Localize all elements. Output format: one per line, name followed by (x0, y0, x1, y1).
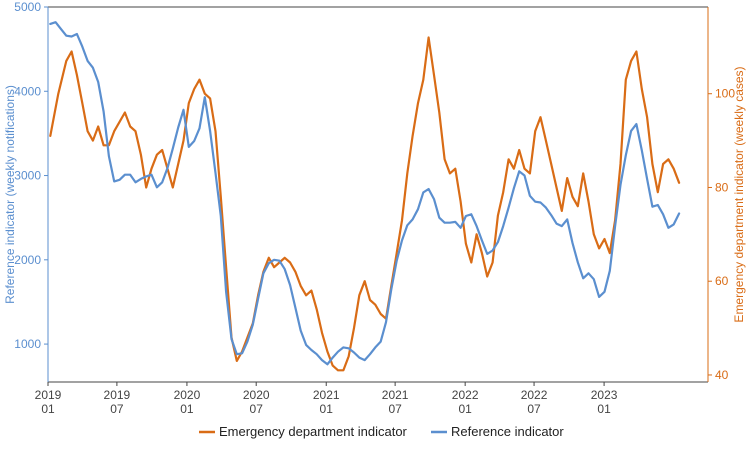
left-tick-label: 2000 (14, 253, 41, 267)
series-layer (49, 21, 681, 372)
right-tick-label: 100 (715, 87, 735, 101)
legend-label: Emergency department indicator (219, 424, 408, 439)
left-tick-label: 1000 (14, 337, 41, 351)
left-tick-label: 5000 (14, 0, 41, 14)
x-tick-year: 2022 (521, 388, 548, 402)
x-tick-month: 07 (250, 402, 264, 416)
left-axis-title: Reference indicator (weekly notification… (3, 85, 17, 304)
x-tick-year: 2023 (591, 388, 618, 402)
right-tick-label: 80 (715, 180, 729, 194)
x-tick-month: 01 (41, 402, 55, 416)
legend-item-reference: Reference indicator (431, 424, 564, 439)
x-tick-year: 2020 (174, 388, 201, 402)
legend: Emergency department indicator Reference … (199, 424, 564, 439)
right-axis-title: Emergency department indicator (weekly c… (732, 66, 746, 322)
emergency-indicator-line (49, 36, 681, 372)
x-tick-year: 2019 (35, 388, 62, 402)
x-tick-month: 07 (388, 402, 402, 416)
left-tick-label: 3000 (14, 169, 41, 183)
x-tick-year: 2021 (313, 388, 340, 402)
x-tick-month: 01 (180, 402, 194, 416)
x-axis: 2019012019072020012020072021012021072022… (35, 382, 618, 416)
reference-indicator-line (49, 21, 681, 366)
x-tick-year: 2020 (243, 388, 270, 402)
left-axis: 1000 2000 3000 4000 5000 Reference indicator … (3, 0, 48, 351)
plot-frame (47, 6, 709, 383)
legend-item-emergency: Emergency department indicator (199, 424, 408, 439)
x-tick-year: 2019 (104, 388, 131, 402)
x-tick-year: 2021 (382, 388, 409, 402)
legend-label: Reference indicator (451, 424, 564, 439)
left-tick-label: 4000 (14, 84, 41, 98)
x-tick-month: 01 (597, 402, 611, 416)
x-tick-year: 2022 (452, 388, 479, 402)
x-tick-month: 01 (320, 402, 334, 416)
x-tick-month: 01 (458, 402, 472, 416)
right-tick-label: 40 (715, 368, 729, 382)
right-tick-label: 60 (715, 274, 729, 288)
x-tick-month: 07 (110, 402, 124, 416)
x-tick-month: 07 (527, 402, 541, 416)
